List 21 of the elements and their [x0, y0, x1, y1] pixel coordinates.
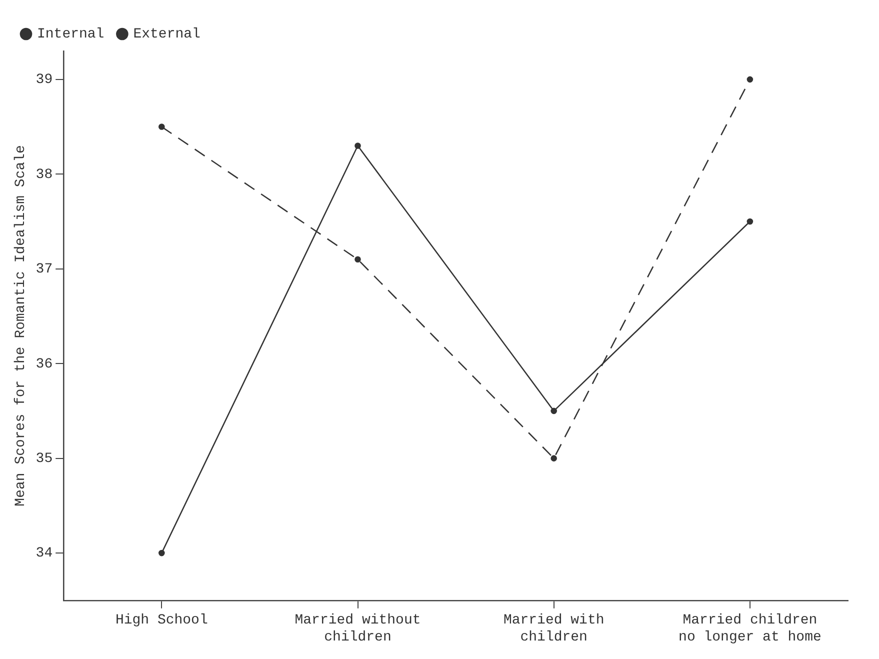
point	[550, 455, 557, 462]
y-tick-label: 34	[36, 546, 53, 562]
x-tick-label: Married without children	[294, 612, 421, 646]
point	[746, 76, 754, 83]
point	[354, 256, 361, 263]
y-tick-label: 36	[36, 356, 53, 372]
point	[550, 408, 557, 414]
point	[158, 550, 165, 556]
x-tick-label: High School	[115, 612, 208, 629]
legend-label: External	[133, 26, 200, 43]
y-tick-label: 38	[36, 166, 53, 183]
y-axis-title: Mean Scores for the Romantic Idealism Scale	[13, 145, 30, 506]
y-tick-label: 35	[36, 451, 53, 468]
point	[158, 124, 165, 130]
y-tick-label: 37	[36, 262, 53, 278]
x-tick-label: Married children no longer at home	[678, 612, 822, 646]
legend-label: Internal	[37, 26, 104, 43]
x-tick-label: Married with children	[503, 612, 604, 646]
point	[746, 218, 754, 225]
point	[354, 142, 361, 149]
y-tick-label: 39	[36, 72, 53, 88]
